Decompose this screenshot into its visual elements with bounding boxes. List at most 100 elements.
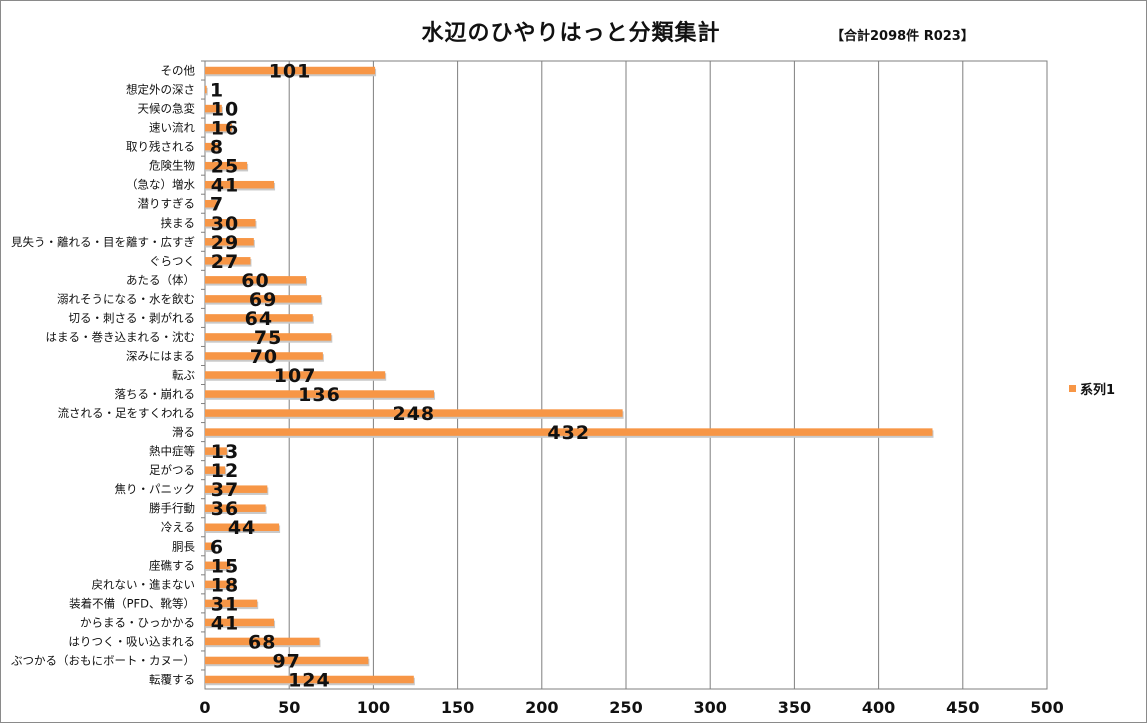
bar: [205, 504, 266, 512]
category-label: 深みにはまる: [126, 349, 195, 363]
category-label: ぶつかる（おもにボート・カヌー）: [11, 653, 195, 667]
data-label: 30: [211, 213, 239, 235]
data-label: 29: [211, 232, 239, 254]
bar: [205, 104, 222, 113]
bar: [205, 123, 232, 132]
bar: [205, 276, 307, 284]
bar: [205, 618, 275, 627]
bar: [205, 257, 251, 265]
category-label: 座礁する: [149, 558, 195, 572]
x-tick-label: 250: [609, 698, 642, 717]
data-label: 15: [211, 555, 239, 577]
category-label: 胴長: [172, 539, 195, 553]
category-label: 滑る: [172, 425, 195, 439]
bar: [205, 199, 217, 208]
data-label: 136: [298, 384, 341, 406]
legend-label: 系列1: [1080, 383, 1116, 398]
bar: [205, 180, 275, 189]
data-label: 44: [228, 517, 256, 539]
data-label: 432: [547, 422, 590, 444]
bar: [205, 580, 236, 589]
bar: [205, 219, 256, 227]
x-tick-label: 150: [441, 698, 474, 717]
data-label: 97: [272, 650, 300, 672]
x-tick-label: 350: [778, 698, 811, 717]
data-label: 41: [211, 175, 239, 197]
data-label: 1: [210, 80, 224, 102]
bar: [205, 390, 435, 398]
category-label: 流される・足をすくわれる: [58, 406, 195, 420]
data-label: 18: [211, 574, 239, 596]
data-label: 8: [210, 137, 224, 159]
bar: [205, 85, 207, 94]
x-tick-label: 450: [946, 698, 979, 717]
data-label: 7: [210, 194, 224, 216]
bar: [205, 542, 216, 551]
bar: [205, 637, 320, 646]
data-label: 64: [245, 308, 273, 330]
bar: [205, 66, 376, 75]
bar: [205, 485, 268, 493]
bar: [205, 599, 258, 608]
bar: [205, 333, 332, 341]
category-label: 見失う・離れる・目を離す・広すぎ: [11, 235, 195, 249]
bar: [205, 656, 369, 665]
category-label: 熱中症等: [149, 444, 195, 458]
bar: [205, 447, 227, 455]
bar: [205, 675, 414, 684]
data-label: 75: [254, 327, 282, 349]
chart-subtitle: 【合計2098件 R023】: [831, 29, 974, 44]
x-tick-label: 0: [199, 698, 210, 717]
bar: [205, 523, 280, 531]
data-label: 36: [211, 498, 239, 520]
bar: [205, 142, 219, 151]
category-label: 速い流れ: [149, 121, 195, 135]
bar: [205, 561, 231, 570]
x-tick-label: 50: [278, 698, 300, 717]
data-label: 13: [211, 441, 239, 463]
bar: [205, 161, 248, 170]
category-label: 潜りすぎる: [138, 197, 196, 211]
data-label: 37: [211, 479, 239, 501]
category-label: からまる・ひっかかる: [80, 615, 195, 629]
category-label: 焦り・パニック: [115, 482, 196, 496]
data-label: 31: [211, 593, 239, 615]
data-label: 107: [274, 365, 317, 387]
category-label: 勝手行動: [149, 501, 195, 515]
bar-shadow: [206, 87, 208, 96]
category-label: （急な）増水: [126, 178, 195, 192]
legend-swatch: [1069, 385, 1076, 392]
category-label: 危険生物: [149, 159, 195, 173]
category-label: あたる（体）: [126, 273, 195, 287]
data-label: 25: [211, 156, 239, 178]
category-label: 冷える: [161, 520, 195, 534]
data-label: 10: [211, 99, 239, 121]
category-label: はまる・巻き込まれる・沈む: [46, 330, 196, 344]
data-label: 27: [211, 251, 239, 273]
category-label: 切る・刺さる・剥がれる: [69, 311, 196, 325]
category-label: 装着不備（PFD、靴等）: [69, 596, 195, 610]
data-label: 41: [211, 612, 239, 634]
data-label: 68: [248, 631, 276, 653]
legend: 系列1: [1069, 379, 1115, 398]
x-tick-label: 300: [693, 698, 726, 717]
category-label: 転覆する: [149, 672, 195, 686]
data-label: 12: [211, 460, 239, 482]
category-label: はりつく・吸い込まれる: [68, 634, 195, 648]
bar: [205, 295, 322, 303]
data-label: 70: [250, 346, 278, 368]
category-label: その他: [161, 64, 196, 78]
x-tick-label: 500: [1030, 698, 1063, 717]
data-label: 6: [210, 536, 224, 558]
bar: [205, 466, 226, 474]
category-label: 転ぶ: [172, 368, 195, 382]
bar: [205, 371, 386, 379]
data-label: 69: [249, 289, 277, 311]
category-label: 戻れない・進まない: [92, 577, 196, 591]
category-label: 想定外の深さ: [126, 83, 195, 97]
bar: [205, 428, 933, 436]
bar: [205, 352, 323, 360]
category-label: 天候の急変: [138, 102, 196, 116]
